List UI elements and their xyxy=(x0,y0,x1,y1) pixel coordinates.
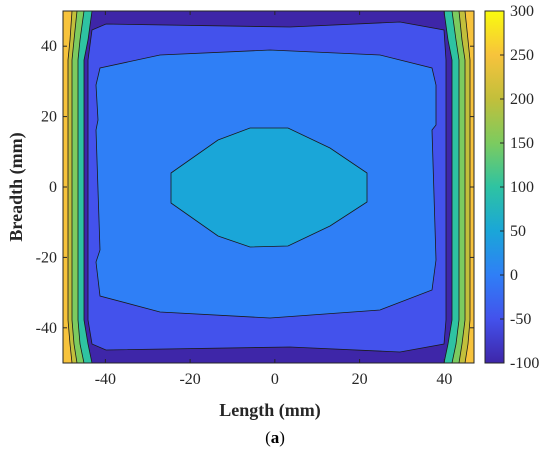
contour-left-200 xyxy=(63,11,73,363)
x-tick-label: 20 xyxy=(352,371,368,388)
x-tick-label: -20 xyxy=(179,371,200,388)
colorbar-tick-label: -50 xyxy=(510,311,531,328)
colorbar-tick-label: 300 xyxy=(510,3,534,20)
figure-caption: (a) xyxy=(265,428,285,447)
y-tick-label: 40 xyxy=(41,38,57,55)
colorbar-tick-label: 100 xyxy=(510,179,534,196)
colorbar-tick-label: 250 xyxy=(510,47,534,64)
colorbar-ticks: 300 250 200 150 100 50 0 -50 -100 xyxy=(500,3,539,372)
y-tick-label: 0 xyxy=(49,179,57,196)
colorbar-tick-label: 0 xyxy=(510,267,518,284)
contour-right-200 xyxy=(464,11,474,363)
y-axis-label: Breadth (mm) xyxy=(6,132,27,241)
contour-field xyxy=(63,11,474,363)
contour-level-50 xyxy=(170,127,368,248)
y-axis: 40 20 0 -20 -40 xyxy=(36,38,474,337)
x-tick-label: 0 xyxy=(271,371,279,388)
colorbar-tick-label: 200 xyxy=(510,91,534,108)
x-tick-label: -40 xyxy=(95,371,116,388)
colorbar-tick-label: -100 xyxy=(510,355,539,372)
colorbar-tick-label: 150 xyxy=(510,135,534,152)
y-tick-label: 20 xyxy=(41,109,57,126)
x-tick-label: 40 xyxy=(436,371,452,388)
y-tick-label: -20 xyxy=(36,249,57,266)
x-axis-label: Length (mm) xyxy=(219,400,321,421)
x-axis: -40 -20 0 20 40 xyxy=(95,11,452,388)
y-tick-label: -40 xyxy=(36,320,57,337)
colorbar-tick-label: 50 xyxy=(510,223,526,240)
